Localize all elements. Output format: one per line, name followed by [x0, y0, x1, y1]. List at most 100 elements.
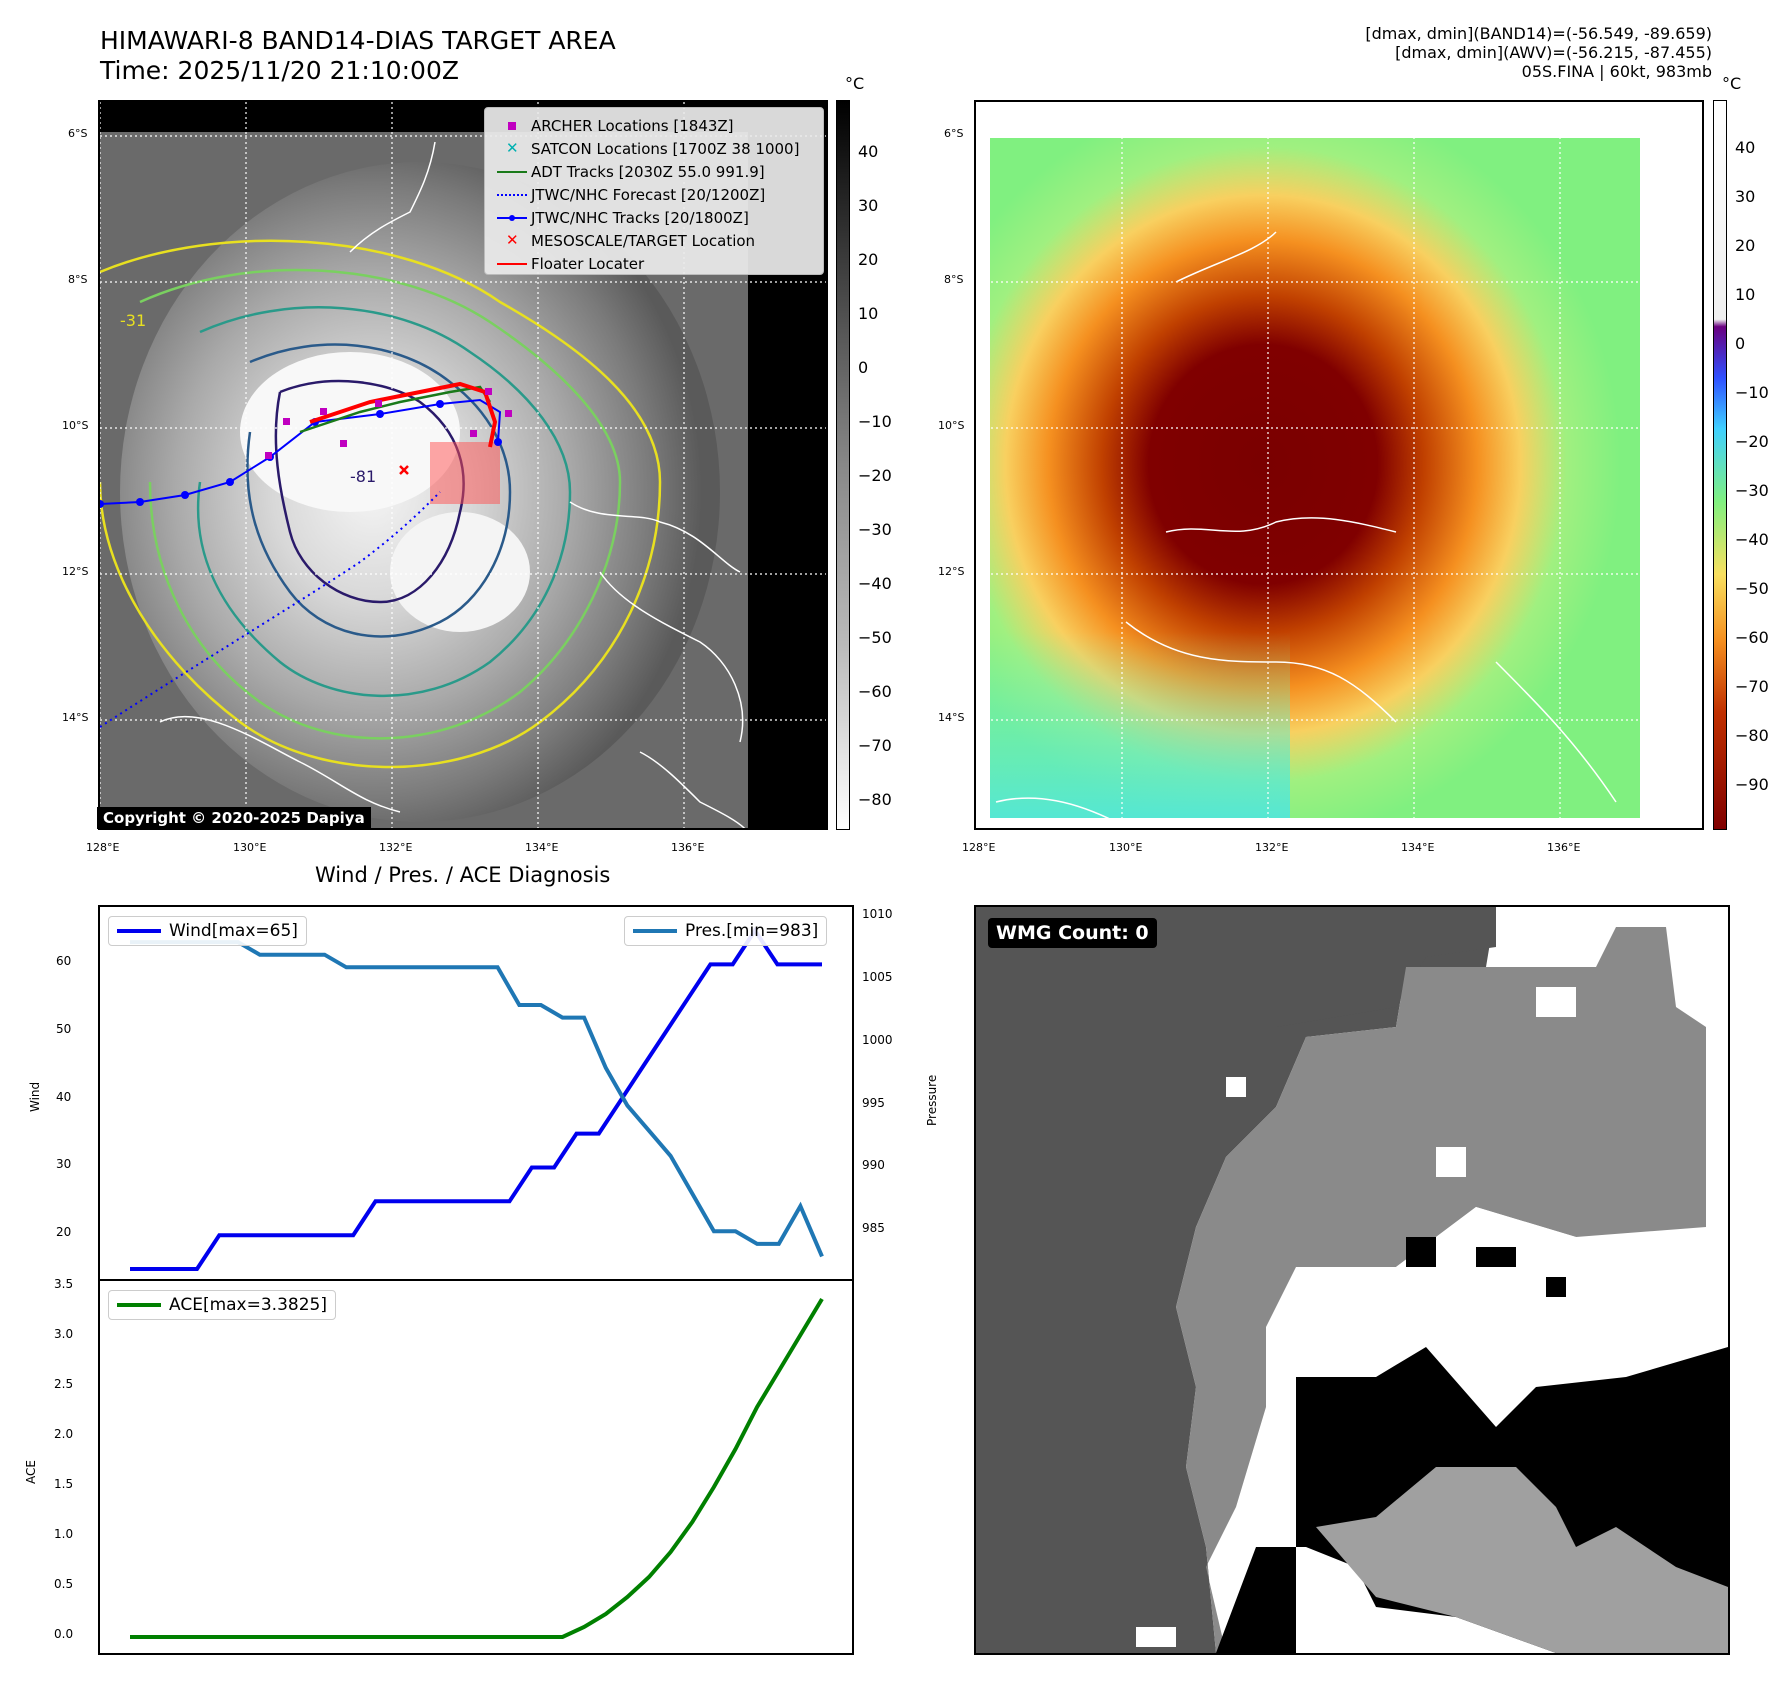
awv-lon-label: 134°E: [1401, 841, 1435, 854]
pressure-ytick: 995: [862, 1095, 885, 1110]
ir-colorbar-tick: 10: [858, 304, 879, 323]
line-marker-icon: [493, 164, 531, 180]
ir-colorbar-tick: 20: [858, 250, 879, 269]
ir-colorbar-tick: −20: [858, 466, 892, 485]
ace-legend: ACE[max=3.3825]: [108, 1290, 336, 1320]
stats-line-3: 05S.FINA | 60kt, 983mb: [1521, 62, 1712, 81]
legend-item-jtwc-forecast: JTWC/NHC Forecast [20/1200Z]: [493, 183, 815, 206]
awv-colorbar-unit: °C: [1722, 74, 1742, 93]
awv-colorbar-tick: −40: [1735, 530, 1769, 549]
wind-ytick: 20: [56, 1225, 72, 1240]
ir-colorbar-tick: 0: [858, 358, 869, 377]
pressure-ytick: 1010: [862, 907, 893, 921]
ir-colorbar-tick: 40: [858, 142, 879, 161]
ace-canvas: [130, 1297, 824, 1639]
wind-ytick: 50: [56, 1022, 72, 1037]
ace-line-icon: [117, 1303, 161, 1307]
pres-line-icon: [633, 929, 677, 933]
ace-ytick: 0.0: [54, 1627, 74, 1641]
title-line-2: Time: 2025/11/20 21:10:00Z: [100, 56, 459, 85]
ir-colorbar-tick: −10: [858, 412, 892, 431]
ir-lat-label: 10°S: [62, 419, 89, 432]
wind-ytick: 40: [56, 1089, 72, 1104]
floater-box: [430, 442, 500, 504]
wind-ytick: 60: [56, 954, 72, 969]
ace-ytick: 1.5: [54, 1477, 74, 1491]
contour-label-81: -81: [350, 467, 376, 486]
awv-colorbar-tick: −70: [1735, 677, 1769, 696]
ir-colorbar-tick: −30: [858, 520, 892, 539]
dotted-line-icon: [493, 187, 531, 203]
floater-locater-track: [309, 381, 498, 448]
ir-colorbar-unit: °C: [845, 74, 865, 93]
ir-map-image: -31 -81: [100, 102, 826, 828]
awv-lon-label: 136°E: [1547, 841, 1581, 854]
ir-lat-label: 12°S: [62, 565, 89, 578]
mesoscale-target-marker: [399, 465, 409, 475]
ir-colorbar-tick: −40: [858, 574, 892, 593]
pressure-ytick: 1005: [862, 969, 893, 984]
pressure-axis-title: Pressure: [925, 1074, 939, 1126]
square-marker-icon: [493, 118, 531, 134]
ir-lat-label: 14°S: [62, 711, 89, 724]
jtwc-forecast-track: [100, 491, 441, 728]
wind-pressure-plot: [98, 905, 854, 1281]
pressure-series-line: [130, 940, 824, 1258]
awv-colorbar-tick: 10: [1735, 285, 1756, 304]
archer-locations: [265, 388, 512, 459]
legend-item-mesoscale: ✕ MESOSCALE/TARGET Location: [493, 229, 815, 252]
diagnosis-title: Wind / Pres. / ACE Diagnosis: [315, 863, 611, 887]
awv-lat-label: 14°S: [938, 711, 965, 724]
ace-ytick: 2.5: [54, 1377, 74, 1391]
stats-line-1: [dmax, dmin](BAND14)=(-56.549, -89.659): [1365, 24, 1712, 43]
figure-title: HIMAWARI-8 BAND14-DIAS TARGET AREA Time:…: [100, 26, 616, 86]
awv-colorbar-tick: 20: [1735, 236, 1756, 255]
wmg-panel: [974, 905, 1730, 1655]
awv-colorbar: [1713, 100, 1727, 830]
wind-pressure-canvas: [130, 926, 824, 1271]
stats-line-2: [dmax, dmin](AWV)=(-56.215, -87.455): [1395, 43, 1712, 62]
awv-colorbar-tick: −10: [1735, 383, 1769, 402]
ace-ytick: 3.0: [54, 1327, 74, 1341]
ir-lon-label: 134°E: [525, 841, 559, 854]
awv-colorbar-tick: −60: [1735, 628, 1769, 647]
ir-colorbar-tick: −80: [858, 790, 892, 809]
awv-map-image: [976, 102, 1702, 828]
wind-series-line: [130, 926, 822, 1271]
line-marker-icon: [493, 256, 531, 272]
awv-colorbar-tick: −80: [1735, 726, 1769, 745]
pressure-ytick: 990: [862, 1158, 885, 1173]
x-marker-icon: ✕: [506, 230, 519, 249]
ir-lon-label: 132°E: [379, 841, 413, 854]
wind-axis-title: Wind: [28, 1081, 42, 1112]
wind-ytick: 30: [56, 1157, 72, 1172]
title-line-1: HIMAWARI-8 BAND14-DIAS TARGET AREA: [100, 26, 616, 55]
ir-colorbar-tick: 30: [858, 196, 879, 215]
awv-lat-label: 10°S: [938, 419, 965, 432]
ir-colorbar-tick: −70: [858, 736, 892, 755]
ir-lat-label: 8°S: [68, 273, 88, 286]
awv-colorbar-tick: 0: [1735, 334, 1746, 353]
ir-colorbar-tick: −60: [858, 682, 892, 701]
legend-item-adt: ADT Tracks [2030Z 55.0 991.9]: [493, 160, 815, 183]
awv-colorbar-tick: −90: [1735, 775, 1769, 794]
legend-item-floater: Floater Locater: [493, 252, 815, 275]
awv-lat-label: 6°S: [944, 127, 964, 140]
wmg-count-badge: WMG Count: 0: [988, 918, 1157, 948]
ir-lon-label: 136°E: [671, 841, 705, 854]
awv-colorbar-tick: −20: [1735, 432, 1769, 451]
ace-ytick: 3.5: [54, 1277, 74, 1291]
ace-series-line: [130, 1297, 824, 1639]
awv-lon-label: 128°E: [962, 841, 996, 854]
ir-colorbar: [836, 100, 850, 830]
ir-colorbar-tick: −50: [858, 628, 892, 647]
awv-lat-label: 12°S: [938, 565, 965, 578]
ir-lon-label: 130°E: [233, 841, 267, 854]
line-dot-icon: [493, 210, 531, 226]
figure-stats: [dmax, dmin](BAND14)=(-56.549, -89.659) …: [1365, 24, 1712, 81]
awv-map-panel: [974, 100, 1704, 830]
awv-lat-label: 8°S: [944, 273, 964, 286]
awv-colorbar-tick: −30: [1735, 481, 1769, 500]
ir-lon-label: 128°E: [86, 841, 120, 854]
copyright-label: Copyright © 2020-2025 Dapiya: [97, 807, 371, 829]
